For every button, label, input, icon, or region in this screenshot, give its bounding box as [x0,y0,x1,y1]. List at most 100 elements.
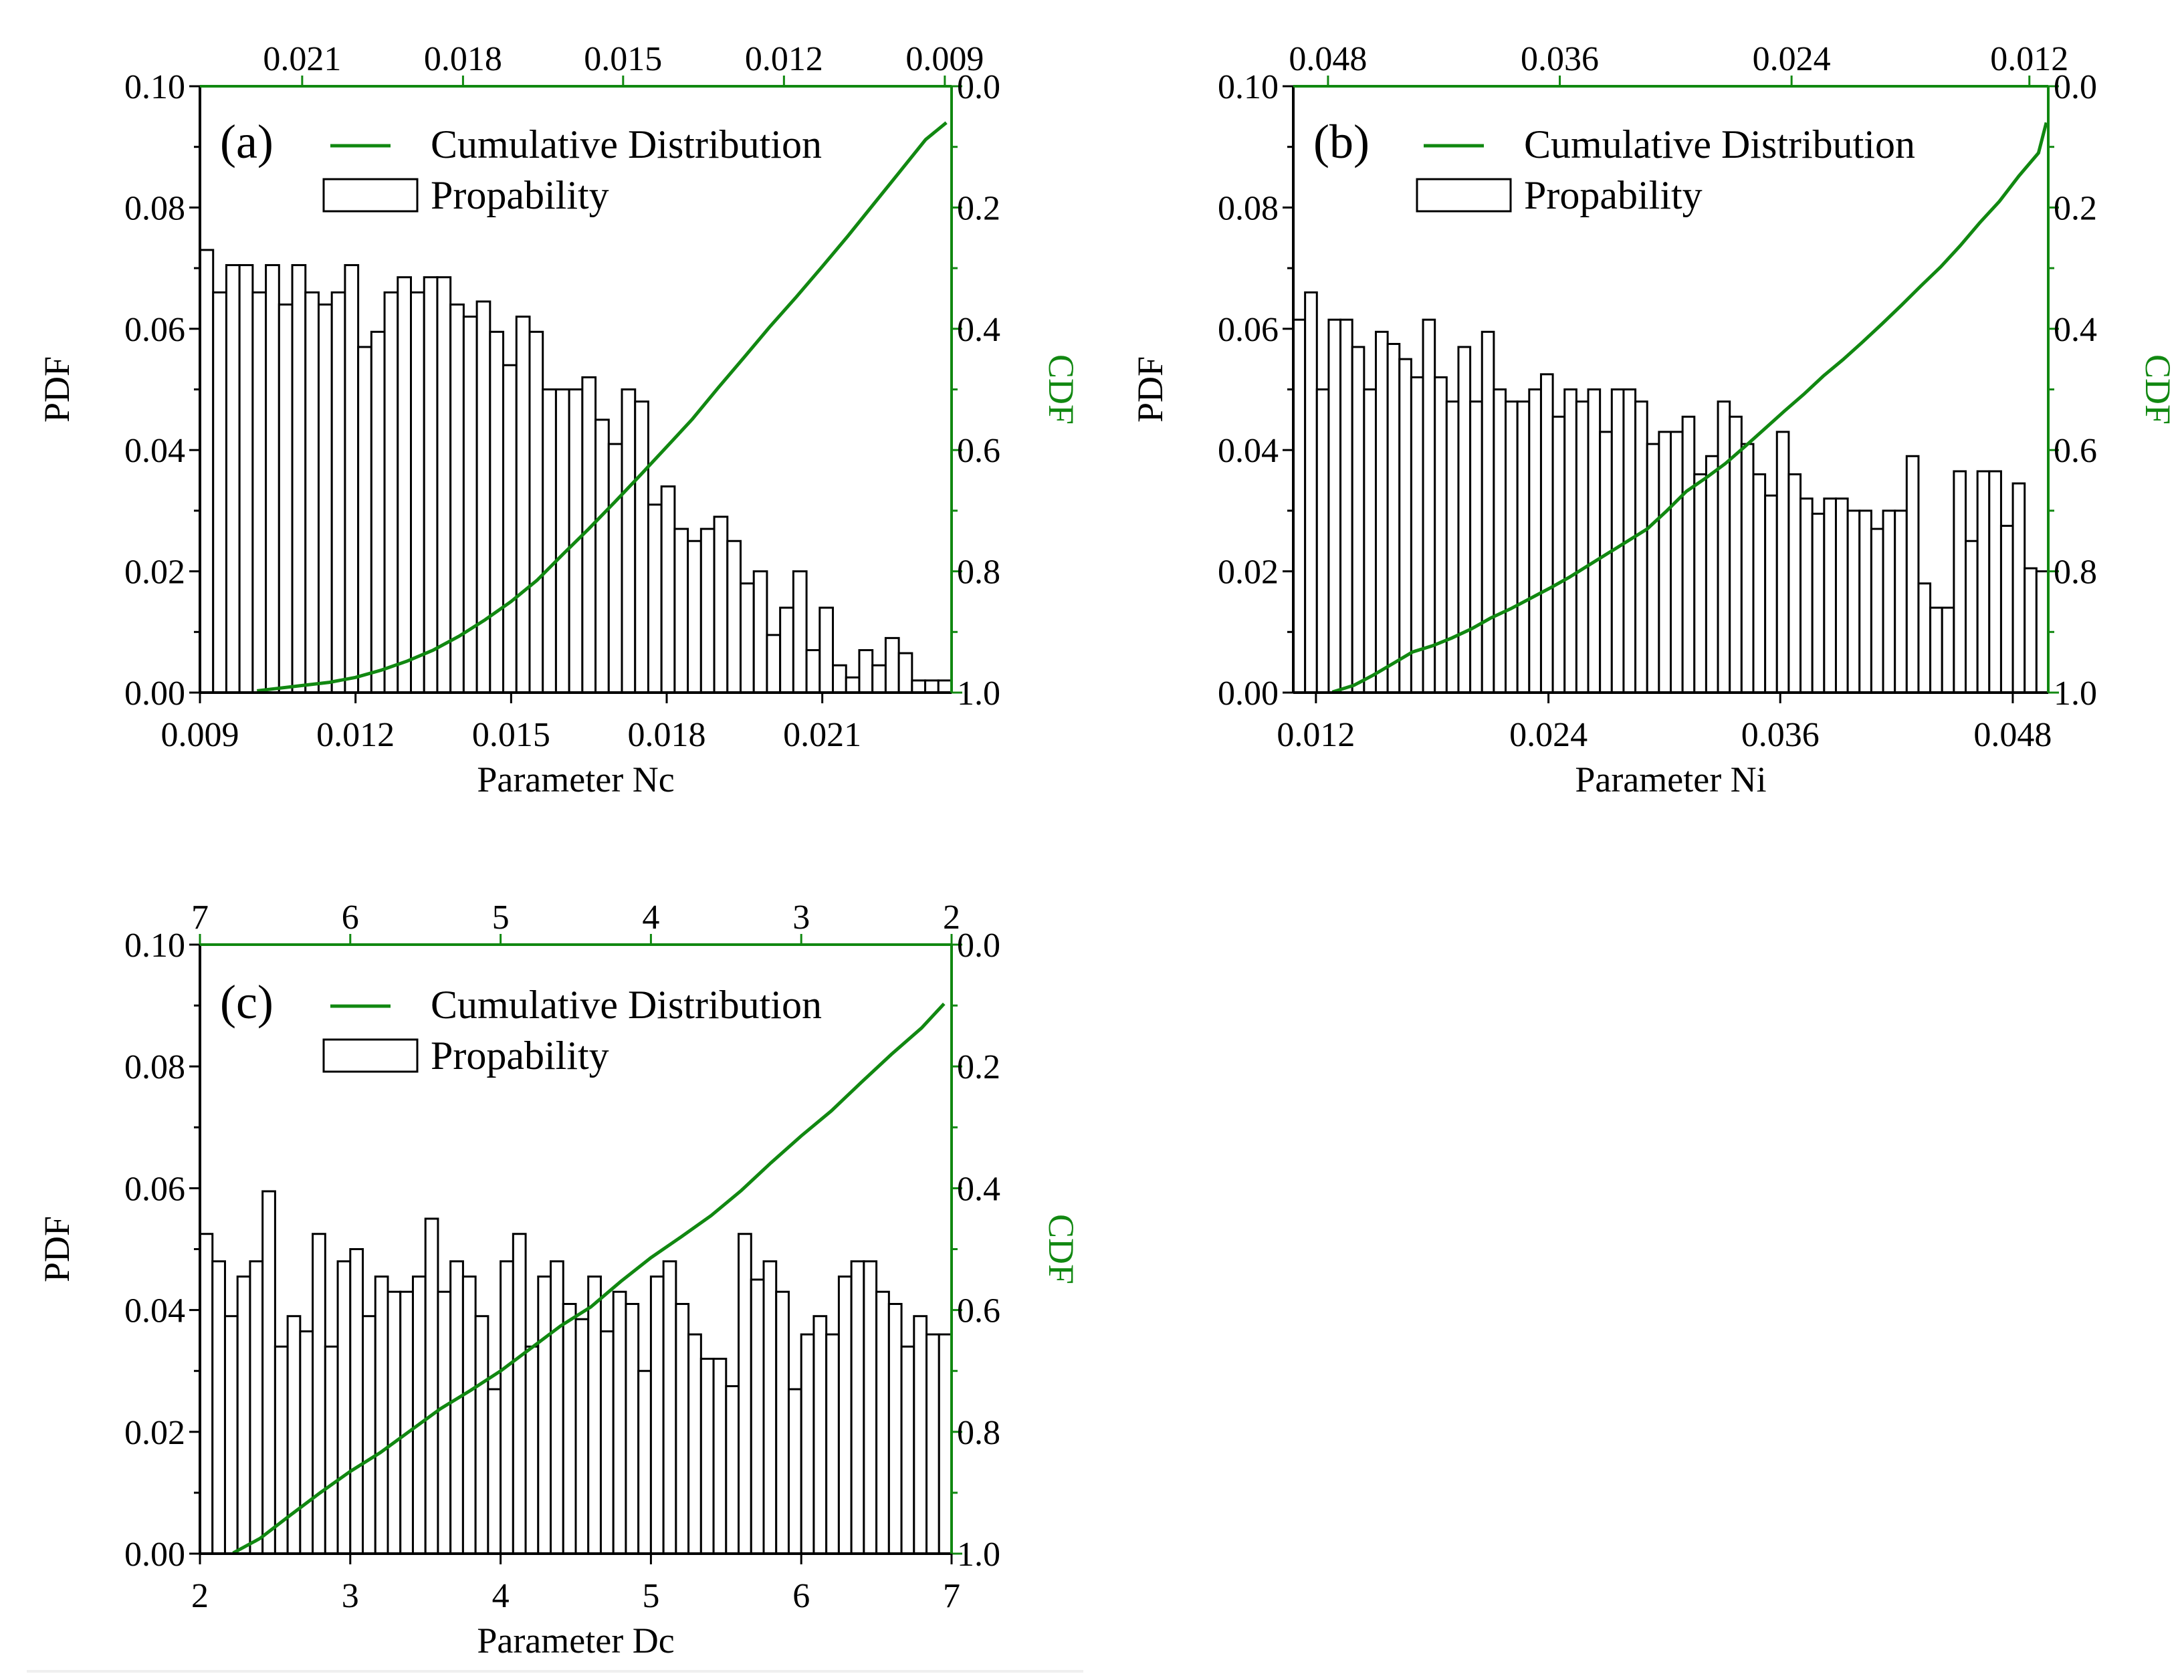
histogram-bar [238,264,254,694]
top-x-tick-label: 0.015 [584,40,662,78]
y2-tick-label: 1.0 [957,1536,1000,1574]
legend-bar-swatch [322,1038,419,1073]
top-x-tick-label: 0.036 [1521,40,1599,78]
histogram-bar [1315,388,1330,694]
histogram-bar [673,527,689,694]
histogram-bar [739,582,755,694]
legend-cdf-label: Cumulative Distribution [431,122,822,166]
histogram-bar [1858,509,1872,694]
histogram-bar [1610,388,1625,694]
histogram-bar [594,418,610,694]
histogram-bar [2011,482,2026,694]
y-tick-label: 0.10 [124,927,185,965]
panel-label: (b) [1313,115,1370,168]
histogram-bar [1882,509,1896,694]
histogram-bar [304,291,320,694]
x-tick-label: 0.021 [783,716,861,754]
histogram-bar [1775,431,1790,694]
histogram-bar [1563,388,1577,694]
histogram-bar [1398,358,1412,694]
histogram-bar [887,1302,903,1555]
top-x-tick-label: 0.012 [1990,40,2068,78]
histogram-bar [937,679,953,694]
x-axis-label: Parameter Dc [477,1621,674,1661]
histogram-bar [925,1333,940,1555]
top-x-tick-label: 7 [191,898,209,937]
y2-tick-label: 0.6 [957,1292,1000,1330]
histogram-bar [762,1260,778,1555]
y2-tick-label: 0.8 [957,1414,1000,1452]
histogram-bar [863,1260,878,1555]
legend-bar-swatch [1416,178,1512,213]
x-tick-label: 0.015 [472,716,550,754]
histogram-bar [1528,388,1542,694]
histogram-bar [199,1233,214,1555]
histogram-bar [1587,388,1602,694]
y-tick-label: 0.02 [1218,554,1279,592]
y-tick-label: 0.08 [124,1048,185,1086]
histogram-bar [1469,400,1483,694]
histogram-bar [324,1345,339,1555]
histogram-bar [2024,567,2038,694]
legend-bars-label: Propability [1524,173,1703,217]
histogram-bar [1292,318,1307,694]
histogram-bar [766,634,782,694]
y-axis-label: PDF [37,1216,77,1282]
histogram-bar [211,1260,226,1555]
y2-tick-label: 0.6 [2054,432,2097,470]
y-tick-label: 0.00 [124,675,185,713]
histogram-bar [599,1330,615,1555]
histogram-bar [1870,527,1884,694]
y2-tick-label: 1.0 [957,675,1000,713]
y2-tick-label: 0.8 [957,554,1000,592]
histogram-bar [637,1370,652,1555]
histogram-bar [607,443,623,694]
histogram-bar [374,1275,389,1555]
histogram-bar [1516,400,1531,694]
histogram-bar [1658,431,1672,694]
histogram-bar [884,636,900,694]
histogram-bar [357,346,372,694]
x-tick-label: 6 [792,1577,810,1615]
x-tick-label: 0.012 [316,716,395,754]
y2-tick-label: 0.2 [957,189,1000,227]
y-tick-label: 0.10 [1218,68,1279,106]
histogram-bar [587,1275,602,1555]
x-tick-label: 3 [342,1577,359,1615]
histogram-bar [792,570,808,694]
histogram-bar [489,330,505,694]
histogram-bar [317,304,333,694]
histogram-bar [726,539,742,694]
histogram-bar [423,276,439,694]
histogram-bar [475,300,492,694]
histogram-bar [1410,376,1424,694]
histogram-bar [675,1302,690,1555]
histogram-bar [1481,330,1495,694]
bottom-rule [27,1670,1083,1673]
y-tick-label: 0.08 [124,189,185,227]
histogram-bar [286,1315,302,1555]
x-tick-label: 0.048 [1973,716,2052,754]
histogram-bar [687,539,702,694]
histogram-bar [1894,509,1908,694]
histogram-bar [871,664,887,694]
top-x-tick-label: 0.012 [745,40,823,78]
histogram-bar [900,1345,915,1555]
histogram-bar [1670,431,1684,694]
x-tick-label: 0.012 [1277,716,1355,754]
histogram-bar [911,679,927,694]
cdf-line [1331,122,2048,694]
legend-bars-label: Propability [431,173,609,217]
histogram-bar [249,1260,264,1555]
legend-bars-label: Propability [431,1034,609,1078]
histogram-bar [1681,415,1696,694]
y2-tick-label: 0.2 [957,1048,1000,1086]
histogram-bar [1445,400,1460,694]
histogram-bar [1917,582,1932,694]
histogram-bar [370,330,386,694]
histogram-bar [299,1330,314,1555]
legend-bar-swatch [322,178,419,213]
histogram-bar [787,1388,802,1555]
histogram-bar [1351,346,1366,694]
y2-tick-label: 1.0 [2054,675,2097,713]
